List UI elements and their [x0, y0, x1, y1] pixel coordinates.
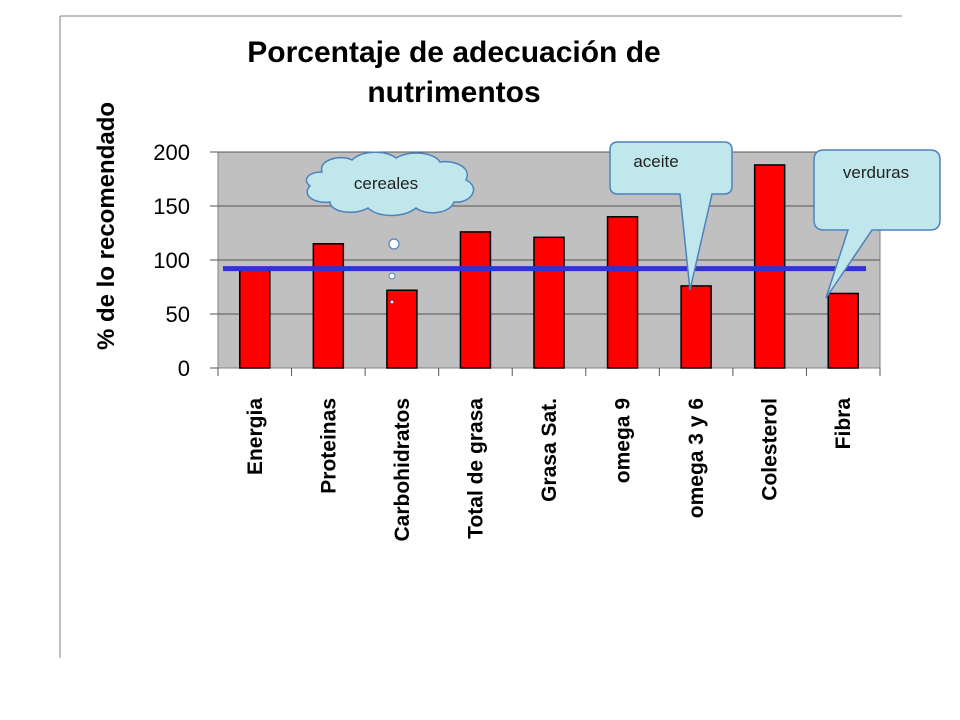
- callout-verduras-text: verduras: [843, 163, 909, 182]
- x-axis-ticks: Energia Proteinas Carbohidratos Total de gr…: [217, 368, 881, 542]
- x-tick-label: omega 9: [612, 398, 635, 483]
- y-tick-label: 50: [166, 302, 190, 327]
- callout-verduras: verduras: [813, 149, 941, 299]
- thought-bubble-large: [388, 238, 400, 250]
- y-tick-label: 200: [153, 140, 190, 165]
- x-tick-label: Proteinas: [317, 398, 340, 494]
- bar: [459, 231, 492, 369]
- callout-cereales-text: cereales: [354, 174, 418, 193]
- bars: [239, 164, 859, 369]
- thought-cloud-shape: [305, 151, 475, 217]
- callout-cereales: cereales: [305, 151, 475, 304]
- callout-aceite-text: aceite: [633, 152, 678, 171]
- bar: [312, 243, 345, 369]
- x-tick-label: Colesterol: [759, 398, 782, 501]
- callout-aceite-shape: [609, 141, 733, 291]
- x-tick-label: omega 3 y 6: [685, 398, 708, 518]
- y-tick-label: 150: [153, 194, 190, 219]
- chart-title-line-1: Porcentaje de adecuación de: [247, 36, 660, 69]
- callout-aceite: aceite: [609, 141, 733, 291]
- y-axis-label: % de lo recomendado: [93, 102, 120, 350]
- bar: [827, 292, 859, 369]
- bar: [606, 216, 639, 369]
- x-tick-label: Carbohidratos: [391, 398, 414, 542]
- x-tick-label: Fibra: [832, 398, 855, 450]
- thought-bubble-medium: [388, 272, 396, 280]
- callout-verduras-shape: [813, 149, 941, 299]
- x-tick-label: Grasa Sat.: [538, 398, 561, 502]
- thought-bubble-small: [390, 300, 394, 304]
- x-tick-label: Total de grasa: [464, 398, 487, 539]
- bar: [680, 285, 712, 369]
- bar: [533, 236, 565, 369]
- y-tick-label: 0: [178, 356, 190, 381]
- x-tick-label: Energia: [244, 398, 267, 475]
- y-tick-label: 100: [153, 248, 190, 273]
- bar: [239, 267, 271, 369]
- y-axis-ticks: 0 50 100 150 200: [153, 140, 218, 381]
- chart-title-line-2: nutrimentos: [367, 76, 540, 109]
